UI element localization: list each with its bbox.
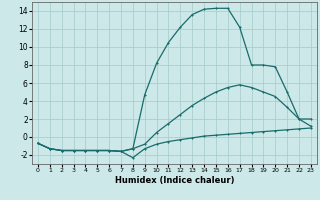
X-axis label: Humidex (Indice chaleur): Humidex (Indice chaleur)	[115, 176, 234, 185]
